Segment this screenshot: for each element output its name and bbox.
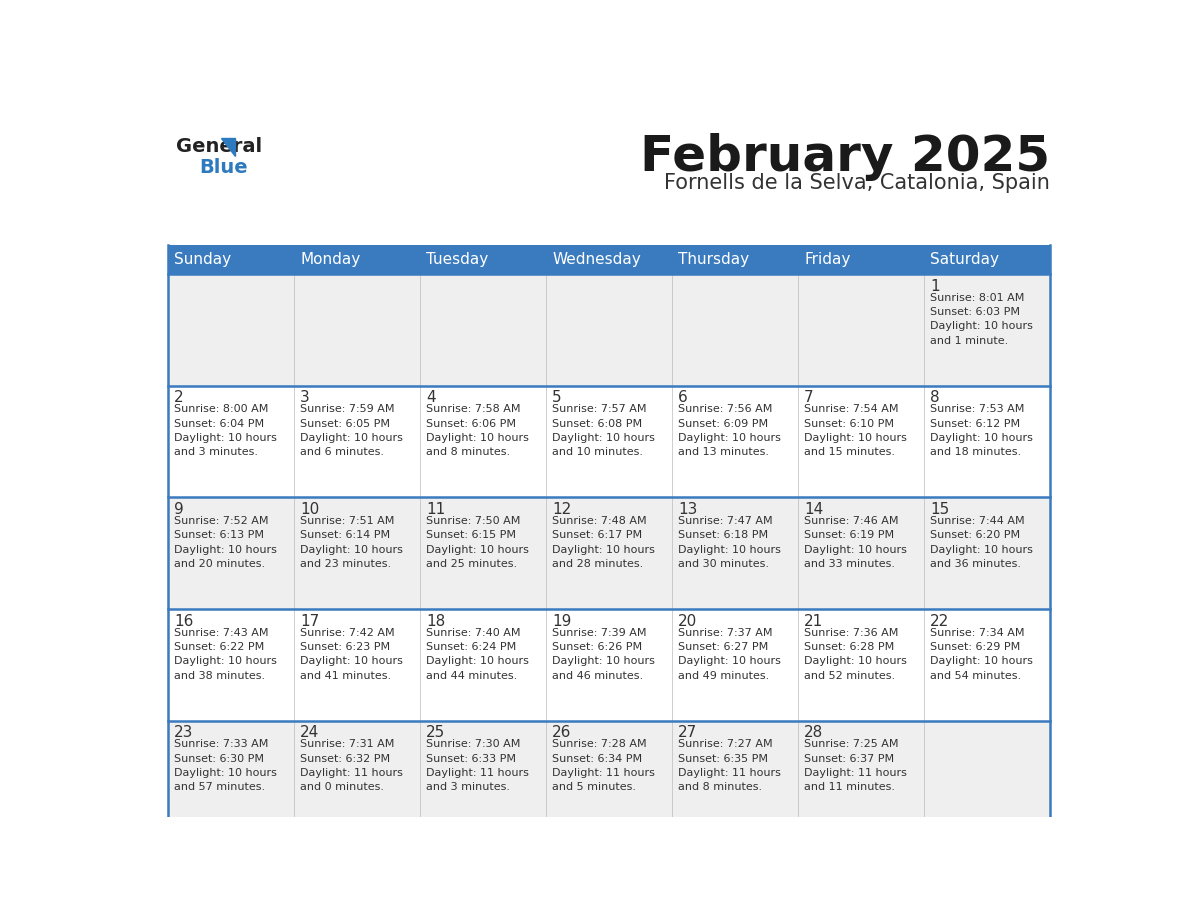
Bar <box>168 498 1050 610</box>
Text: Friday: Friday <box>804 252 851 267</box>
Text: Sunrise: 7:50 AM
Sunset: 6:15 PM
Daylight: 10 hours
and 25 minutes.: Sunrise: 7:50 AM Sunset: 6:15 PM Dayligh… <box>426 516 529 569</box>
Text: Sunrise: 7:42 AM
Sunset: 6:23 PM
Daylight: 10 hours
and 41 minutes.: Sunrise: 7:42 AM Sunset: 6:23 PM Dayligh… <box>301 628 403 681</box>
Text: 5: 5 <box>552 390 562 406</box>
Text: Sunrise: 8:00 AM
Sunset: 6:04 PM
Daylight: 10 hours
and 3 minutes.: Sunrise: 8:00 AM Sunset: 6:04 PM Dayligh… <box>175 404 277 457</box>
Text: 8: 8 <box>930 390 940 406</box>
Text: 28: 28 <box>804 725 823 741</box>
Text: Sunrise: 7:44 AM
Sunset: 6:20 PM
Daylight: 10 hours
and 36 minutes.: Sunrise: 7:44 AM Sunset: 6:20 PM Dayligh… <box>930 516 1032 569</box>
Text: 6: 6 <box>678 390 688 406</box>
Text: Tuesday: Tuesday <box>426 252 488 267</box>
Text: Sunrise: 8:01 AM
Sunset: 6:03 PM
Daylight: 10 hours
and 1 minute.: Sunrise: 8:01 AM Sunset: 6:03 PM Dayligh… <box>930 293 1032 346</box>
Text: Sunrise: 7:40 AM
Sunset: 6:24 PM
Daylight: 10 hours
and 44 minutes.: Sunrise: 7:40 AM Sunset: 6:24 PM Dayligh… <box>426 628 529 681</box>
Text: Sunrise: 7:56 AM
Sunset: 6:09 PM
Daylight: 10 hours
and 13 minutes.: Sunrise: 7:56 AM Sunset: 6:09 PM Dayligh… <box>678 404 781 457</box>
Text: Sunrise: 7:36 AM
Sunset: 6:28 PM
Daylight: 10 hours
and 52 minutes.: Sunrise: 7:36 AM Sunset: 6:28 PM Dayligh… <box>804 628 906 681</box>
Text: Fornells de la Selva, Catalonia, Spain: Fornells de la Selva, Catalonia, Spain <box>664 174 1050 194</box>
Bar <box>168 274 1050 386</box>
Text: Sunrise: 7:28 AM
Sunset: 6:34 PM
Daylight: 11 hours
and 5 minutes.: Sunrise: 7:28 AM Sunset: 6:34 PM Dayligh… <box>552 739 655 792</box>
Text: Sunrise: 7:46 AM
Sunset: 6:19 PM
Daylight: 10 hours
and 33 minutes.: Sunrise: 7:46 AM Sunset: 6:19 PM Dayligh… <box>804 516 906 569</box>
Text: 27: 27 <box>678 725 697 741</box>
Text: Sunrise: 7:51 AM
Sunset: 6:14 PM
Daylight: 10 hours
and 23 minutes.: Sunrise: 7:51 AM Sunset: 6:14 PM Dayligh… <box>301 516 403 569</box>
Text: 18: 18 <box>426 614 446 629</box>
Text: 9: 9 <box>175 502 184 517</box>
Text: 4: 4 <box>426 390 436 406</box>
Text: 21: 21 <box>804 614 823 629</box>
Text: February 2025: February 2025 <box>639 133 1050 181</box>
Text: 23: 23 <box>175 725 194 741</box>
Text: Sunrise: 7:33 AM
Sunset: 6:30 PM
Daylight: 10 hours
and 57 minutes.: Sunrise: 7:33 AM Sunset: 6:30 PM Dayligh… <box>175 739 277 792</box>
Text: Sunrise: 7:27 AM
Sunset: 6:35 PM
Daylight: 11 hours
and 8 minutes.: Sunrise: 7:27 AM Sunset: 6:35 PM Dayligh… <box>678 739 781 792</box>
Bar <box>168 721 1050 833</box>
Text: Sunrise: 7:30 AM
Sunset: 6:33 PM
Daylight: 11 hours
and 3 minutes.: Sunrise: 7:30 AM Sunset: 6:33 PM Dayligh… <box>426 739 529 792</box>
Text: Sunrise: 7:47 AM
Sunset: 6:18 PM
Daylight: 10 hours
and 30 minutes.: Sunrise: 7:47 AM Sunset: 6:18 PM Dayligh… <box>678 516 781 569</box>
Text: Sunrise: 7:52 AM
Sunset: 6:13 PM
Daylight: 10 hours
and 20 minutes.: Sunrise: 7:52 AM Sunset: 6:13 PM Dayligh… <box>175 516 277 569</box>
Bar <box>168 245 1050 274</box>
Text: Sunrise: 7:31 AM
Sunset: 6:32 PM
Daylight: 11 hours
and 0 minutes.: Sunrise: 7:31 AM Sunset: 6:32 PM Dayligh… <box>301 739 403 792</box>
Text: 22: 22 <box>930 614 949 629</box>
Text: Sunrise: 7:59 AM
Sunset: 6:05 PM
Daylight: 10 hours
and 6 minutes.: Sunrise: 7:59 AM Sunset: 6:05 PM Dayligh… <box>301 404 403 457</box>
Text: Sunrise: 7:58 AM
Sunset: 6:06 PM
Daylight: 10 hours
and 8 minutes.: Sunrise: 7:58 AM Sunset: 6:06 PM Dayligh… <box>426 404 529 457</box>
Text: 1: 1 <box>930 279 940 294</box>
Text: 10: 10 <box>301 502 320 517</box>
Text: 26: 26 <box>552 725 571 741</box>
Text: 11: 11 <box>426 502 446 517</box>
Text: 19: 19 <box>552 614 571 629</box>
Text: 24: 24 <box>301 725 320 741</box>
Text: Sunrise: 7:34 AM
Sunset: 6:29 PM
Daylight: 10 hours
and 54 minutes.: Sunrise: 7:34 AM Sunset: 6:29 PM Dayligh… <box>930 628 1032 681</box>
Text: 17: 17 <box>301 614 320 629</box>
Text: 20: 20 <box>678 614 697 629</box>
Text: Saturday: Saturday <box>930 252 999 267</box>
Text: Sunrise: 7:54 AM
Sunset: 6:10 PM
Daylight: 10 hours
and 15 minutes.: Sunrise: 7:54 AM Sunset: 6:10 PM Dayligh… <box>804 404 906 457</box>
Text: Blue: Blue <box>198 158 247 177</box>
Text: 7: 7 <box>804 390 814 406</box>
Text: Thursday: Thursday <box>678 252 750 267</box>
Bar <box>168 610 1050 721</box>
Text: Sunrise: 7:53 AM
Sunset: 6:12 PM
Daylight: 10 hours
and 18 minutes.: Sunrise: 7:53 AM Sunset: 6:12 PM Dayligh… <box>930 404 1032 457</box>
Text: 25: 25 <box>426 725 446 741</box>
Text: Sunrise: 7:43 AM
Sunset: 6:22 PM
Daylight: 10 hours
and 38 minutes.: Sunrise: 7:43 AM Sunset: 6:22 PM Dayligh… <box>175 628 277 681</box>
Text: Sunrise: 7:37 AM
Sunset: 6:27 PM
Daylight: 10 hours
and 49 minutes.: Sunrise: 7:37 AM Sunset: 6:27 PM Dayligh… <box>678 628 781 681</box>
Text: Sunrise: 7:25 AM
Sunset: 6:37 PM
Daylight: 11 hours
and 11 minutes.: Sunrise: 7:25 AM Sunset: 6:37 PM Dayligh… <box>804 739 906 792</box>
Text: 14: 14 <box>804 502 823 517</box>
Text: Sunrise: 7:57 AM
Sunset: 6:08 PM
Daylight: 10 hours
and 10 minutes.: Sunrise: 7:57 AM Sunset: 6:08 PM Dayligh… <box>552 404 655 457</box>
Text: 13: 13 <box>678 502 697 517</box>
Polygon shape <box>221 138 235 156</box>
Text: Monday: Monday <box>301 252 360 267</box>
Text: 15: 15 <box>930 502 949 517</box>
Text: Sunrise: 7:48 AM
Sunset: 6:17 PM
Daylight: 10 hours
and 28 minutes.: Sunrise: 7:48 AM Sunset: 6:17 PM Dayligh… <box>552 516 655 569</box>
Text: 12: 12 <box>552 502 571 517</box>
Text: General: General <box>176 137 261 156</box>
Text: Sunday: Sunday <box>175 252 232 267</box>
Text: 3: 3 <box>301 390 310 406</box>
Text: 16: 16 <box>175 614 194 629</box>
Text: Sunrise: 7:39 AM
Sunset: 6:26 PM
Daylight: 10 hours
and 46 minutes.: Sunrise: 7:39 AM Sunset: 6:26 PM Dayligh… <box>552 628 655 681</box>
Text: 2: 2 <box>175 390 184 406</box>
Bar <box>168 386 1050 498</box>
Text: Wednesday: Wednesday <box>552 252 640 267</box>
